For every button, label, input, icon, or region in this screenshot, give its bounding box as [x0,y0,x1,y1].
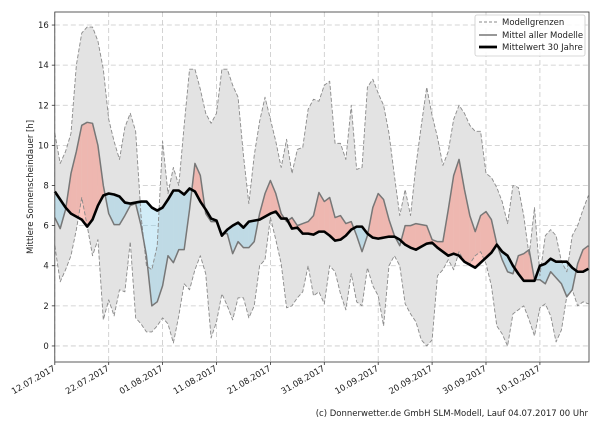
above-normal-fill [82,122,87,226]
x-tick-label: 10.10.2017 [495,364,542,397]
legend-label-model-mean: Mittel aller Modelle [502,31,583,41]
above-normal-fill [378,194,383,239]
y-tick-label: 8 [43,181,48,191]
above-normal-fill [335,216,340,241]
x-tick-label: 31.08.2017 [280,364,327,397]
x-tick-label: 01.08.2017 [118,364,165,397]
y-axis-label: Mittlere Sonnenscheindauer [h] [26,120,36,254]
y-tick-label: 14 [38,61,49,71]
legend-label-climate-mean: Mittelwert 30 Jahre [502,43,583,53]
below-normal-fill [152,208,157,306]
x-tick-label: 21.08.2017 [226,364,273,397]
y-tick-label: 12 [38,101,49,111]
y-tick-label: 10 [38,141,49,151]
x-tick-label: 30.09.2017 [441,364,488,397]
legend-label-bounds: Modellgrenzen [502,18,564,28]
y-tick-label: 16 [38,21,49,31]
x-tick-label: 10.09.2017 [334,364,381,397]
footer-credit: (c) Donnerwetter.de GmbH SLM-Modell, Lau… [316,409,589,419]
above-normal-fill [481,212,486,263]
y-axis: 0 2 4 6 8 10 12 14 16 [38,21,55,352]
x-tick-label: 22.07.2017 [64,364,111,397]
below-normal-fill [114,195,119,225]
x-tick-label: 11.08.2017 [172,364,219,397]
y-tick-label: 6 [43,222,48,232]
above-normal-fill [411,224,416,250]
above-normal-fill [524,250,529,281]
y-tick-label: 2 [43,302,48,312]
y-tick-label: 0 [43,342,48,352]
x-tick-label: 20.09.2017 [387,364,434,397]
x-tick-label: 12.07.2017 [10,364,57,397]
above-normal-fill [87,122,92,226]
legend: Modellgrenzen Mittel aller Modelle Mitte… [475,15,585,56]
y-tick-label: 4 [43,262,48,272]
above-normal-fill [324,198,329,236]
below-normal-fill [179,191,184,250]
below-normal-fill [168,191,173,263]
